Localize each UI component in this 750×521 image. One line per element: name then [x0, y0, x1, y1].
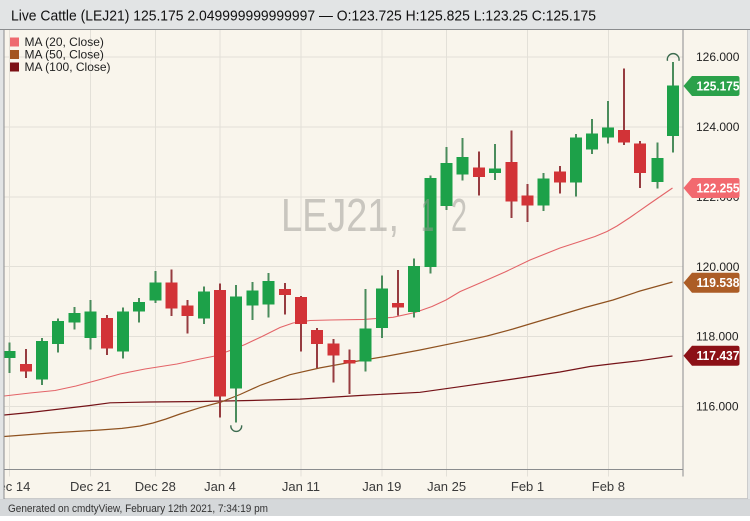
- svg-text:Feb 8: Feb 8: [592, 479, 625, 494]
- svg-text:2: 2: [451, 189, 467, 241]
- svg-text:Dec 14: Dec 14: [0, 479, 30, 494]
- svg-text:Live Cattle (LEJ21) 125.175 2.: Live Cattle (LEJ21) 125.175 2.0499999999…: [11, 7, 596, 24]
- svg-text:MA (100, Close): MA (100, Close): [25, 60, 111, 74]
- svg-text:MA (50, Close): MA (50, Close): [25, 48, 104, 62]
- svg-text:MA (20, Close): MA (20, Close): [25, 35, 104, 49]
- svg-text:1: 1: [421, 189, 434, 241]
- svg-text:126.000: 126.000: [696, 50, 740, 64]
- svg-text:116.000: 116.000: [696, 400, 739, 414]
- svg-text:Dec 21: Dec 21: [70, 479, 111, 494]
- svg-text:117.437: 117.437: [697, 349, 740, 363]
- svg-text:Jan 25: Jan 25: [427, 479, 466, 494]
- svg-text:Generated on cmdtyView, Februa: Generated on cmdtyView, February 12th 20…: [8, 503, 268, 515]
- svg-text:Jan 19: Jan 19: [362, 479, 401, 494]
- svg-text:125.175: 125.175: [697, 80, 740, 94]
- svg-text:Jan 11: Jan 11: [282, 479, 320, 494]
- svg-text:Jan 4: Jan 4: [204, 479, 236, 494]
- svg-text:119.538: 119.538: [697, 276, 740, 290]
- svg-text:LEJ21,: LEJ21,: [281, 189, 399, 241]
- svg-text:118.000: 118.000: [696, 330, 739, 344]
- svg-text:120.000: 120.000: [696, 260, 740, 274]
- svg-text:122.255: 122.255: [697, 182, 740, 196]
- svg-text:124.000: 124.000: [696, 120, 740, 134]
- svg-text:Dec 28: Dec 28: [135, 479, 176, 494]
- svg-text:Feb 1: Feb 1: [511, 479, 544, 494]
